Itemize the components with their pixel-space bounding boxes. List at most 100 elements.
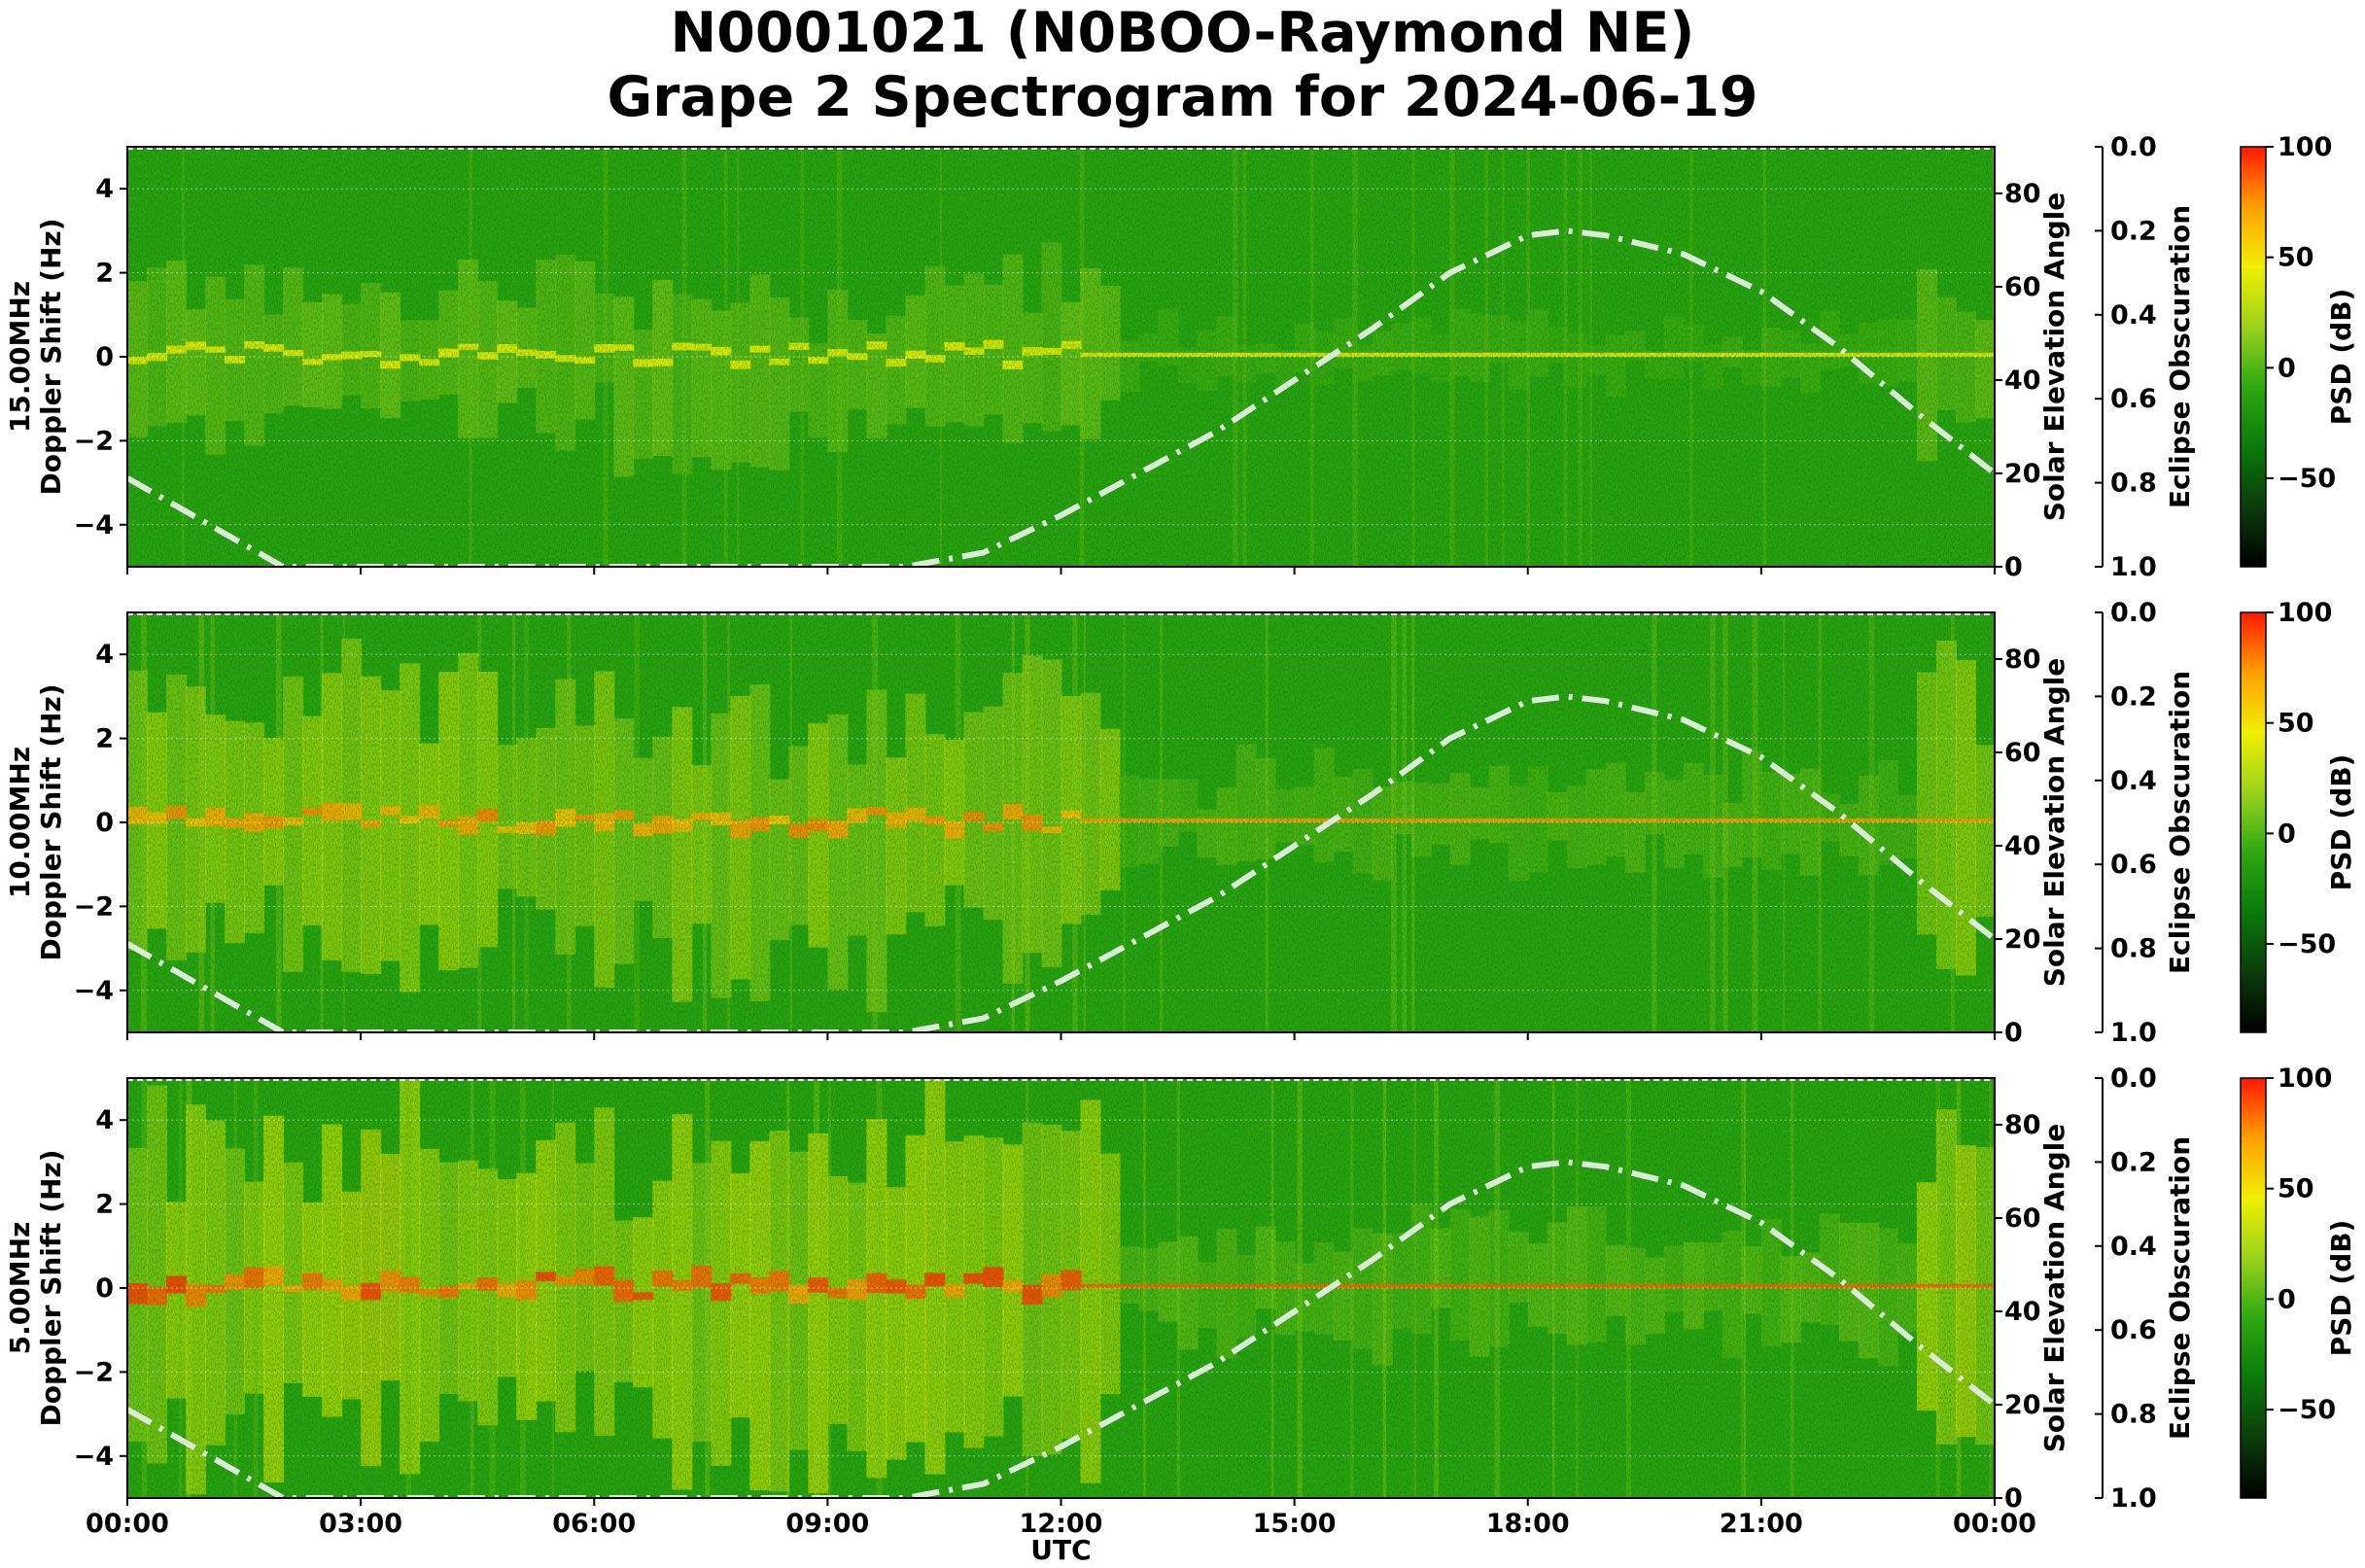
time-tick-label: 03:00	[319, 1509, 402, 1539]
solar-elevation-curve	[127, 227, 1995, 567]
time-tick-label: 21:00	[1720, 1509, 1803, 1539]
eclipse-tick-label: 0.4	[2110, 766, 2157, 796]
time-tick-label: 18:00	[1486, 1509, 1570, 1539]
eclipse-tick-label: 0.8	[2110, 934, 2157, 964]
doppler-tick-label: 4	[95, 640, 114, 670]
frequency-label: 10.00MHz	[4, 747, 36, 898]
doppler-tick-label: −4	[74, 1442, 114, 1472]
chart-title-line1: N0001021 (N0BOO-Raymond NE)	[670, 1, 1695, 65]
doppler-tick-label: 4	[95, 1105, 114, 1135]
colorbar-tick-label: 100	[2278, 132, 2332, 162]
elevation-tick-label: 20	[2004, 459, 2041, 489]
eclipse-tick-label: 0.4	[2110, 300, 2157, 331]
colorbar-tick-label: 0	[2278, 1284, 2296, 1314]
time-axis-label: UTC	[1030, 1534, 1091, 1566]
colorbar-label: PSD (dB)	[2325, 754, 2357, 891]
colorbar-tick-label: 0	[2278, 819, 2296, 849]
colorbar-tick-label: −50	[2278, 1395, 2336, 1425]
solar-elevation-curve	[127, 1159, 1995, 1498]
colorbar	[2240, 1077, 2267, 1499]
elevation-tick-label: 40	[2004, 1297, 2041, 1327]
doppler-axis-label: Doppler Shift (Hz)	[35, 218, 67, 495]
doppler-axis-label: Doppler Shift (Hz)	[35, 683, 67, 960]
elevation-axis-label: Solar Elevation Angle	[2038, 192, 2070, 521]
colorbar-tick-label: −50	[2278, 929, 2336, 959]
time-tick-label: 12:00	[1020, 1509, 1103, 1539]
colorbar-label: PSD (dB)	[2325, 1220, 2357, 1357]
eclipse-tick-label: 0.0	[2110, 598, 2157, 628]
elevation-tick-label: 60	[2004, 272, 2041, 302]
doppler-tick-label: 0	[95, 342, 114, 372]
elevation-tick-label: 40	[2004, 831, 2041, 861]
eclipse-axis-label: Eclipse Obscuration	[2164, 1136, 2196, 1440]
time-tick-label: 00:00	[1953, 1509, 2036, 1539]
eclipse-tick-label: 0.2	[2110, 681, 2157, 712]
doppler-tick-label: 2	[95, 724, 114, 754]
doppler-tick-label: 2	[95, 259, 114, 289]
doppler-tick-label: −4	[74, 976, 114, 1006]
colorbar	[2240, 611, 2267, 1033]
doppler-axis-label: Doppler Shift (Hz)	[35, 1149, 67, 1426]
doppler-tick-label: 2	[95, 1190, 114, 1220]
spectrogram-panel-0: 420−2−415.00MHz Doppler Shift (Hz)0204060…	[4, 132, 2357, 582]
time-tick-label: 00:00	[86, 1509, 169, 1539]
elevation-axis-label: Solar Elevation Angle	[2038, 658, 2070, 987]
eclipse-tick-label: 0.2	[2110, 216, 2157, 246]
eclipse-tick-label: 0.8	[2110, 469, 2157, 499]
elevation-tick-label: 80	[2004, 1110, 2041, 1140]
eclipse-tick-label: 0.2	[2110, 1147, 2157, 1177]
colorbar-tick-label: 50	[2278, 1174, 2314, 1204]
eclipse-axis-label: Eclipse Obscuration	[2164, 671, 2196, 974]
doppler-tick-label: −2	[74, 891, 114, 922]
elevation-axis-label: Solar Elevation Angle	[2038, 1124, 2070, 1452]
eclipse-tick-label: 0.0	[2110, 1063, 2157, 1094]
elevation-tick-label: 20	[2004, 924, 2041, 955]
time-tick-label: 06:00	[552, 1509, 636, 1539]
eclipse-tick-label: 0.0	[2110, 132, 2157, 162]
spectrogram-speckle	[127, 147, 1995, 567]
elevation-tick-label: 20	[2004, 1390, 2041, 1420]
spectrogram-speckle	[127, 1078, 1995, 1498]
elevation-tick-label: 60	[2004, 738, 2041, 768]
spectrogram-image	[127, 1078, 1995, 1498]
eclipse-tick-label: 0.8	[2110, 1400, 2157, 1430]
eclipse-tick-label: 0.6	[2110, 850, 2157, 880]
eclipse-tick-label: 1.0	[2110, 1483, 2157, 1514]
time-tick-label: 15:00	[1253, 1509, 1337, 1539]
doppler-tick-label: 0	[95, 1273, 114, 1304]
eclipse-tick-label: 1.0	[2110, 1018, 2157, 1048]
spectrogram-image	[127, 612, 1995, 1032]
spectrogram-panel-1: 420−2−410.00MHz Doppler Shift (Hz)0204060…	[4, 598, 2357, 1048]
doppler-tick-label: −2	[74, 1357, 114, 1387]
colorbar-tick-label: −50	[2278, 464, 2336, 494]
elevation-tick-label: 80	[2004, 645, 2041, 675]
colorbar-tick-label: 50	[2278, 243, 2314, 273]
solar-elevation-curve	[127, 693, 1995, 1032]
elevation-tick-label: 80	[2004, 179, 2041, 209]
doppler-tick-label: −2	[74, 426, 114, 456]
colorbar	[2240, 146, 2267, 568]
eclipse-tick-label: 0.4	[2110, 1232, 2157, 1262]
colorbar-tick-label: 100	[2278, 1063, 2332, 1094]
doppler-tick-label: 0	[95, 808, 114, 838]
frequency-label: 5.00MHz	[4, 1222, 36, 1355]
time-tick-label: 09:00	[785, 1509, 869, 1539]
elevation-tick-label: 60	[2004, 1203, 2041, 1234]
elevation-tick-label: 0	[2004, 1483, 2023, 1514]
eclipse-tick-label: 0.6	[2110, 1315, 2157, 1345]
eclipse-axis-label: Eclipse Obscuration	[2164, 205, 2196, 508]
eclipse-tick-label: 0.6	[2110, 384, 2157, 414]
elevation-tick-label: 0	[2004, 552, 2023, 582]
colorbar-tick-label: 0	[2278, 353, 2296, 383]
colorbar-tick-label: 100	[2278, 598, 2332, 628]
colorbar-label: PSD (dB)	[2325, 289, 2357, 426]
elevation-tick-label: 40	[2004, 366, 2041, 396]
frequency-label: 15.00MHz	[4, 281, 36, 433]
eclipse-tick-label: 1.0	[2110, 552, 2157, 582]
chart-title-line2: Grape 2 Spectrogram for 2024-06-19	[607, 65, 1758, 129]
doppler-tick-label: −4	[74, 510, 114, 540]
spectrogram-speckle	[127, 612, 1995, 1032]
elevation-tick-label: 0	[2004, 1018, 2023, 1048]
doppler-tick-label: 4	[95, 174, 114, 204]
